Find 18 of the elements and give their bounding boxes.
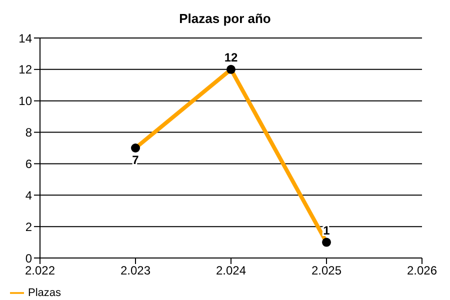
data-label: 7 [132, 153, 140, 167]
legend-label: Plazas [28, 286, 62, 299]
y-tick-label: 8 [25, 126, 32, 140]
y-tick-label: 12 [18, 62, 32, 77]
y-tick-label: 0 [25, 251, 32, 266]
y-tick-label: 10 [18, 94, 32, 108]
y-tick-label: 2 [25, 220, 32, 234]
x-tick-label: 2.023 [120, 264, 151, 278]
x-tick-label: 2.025 [311, 264, 342, 278]
y-tick-label: 14 [18, 31, 32, 46]
y-tick-label: 4 [25, 188, 32, 202]
data-label: 12 [224, 50, 238, 64]
x-tick-label: 2.026 [406, 264, 438, 278]
chart-title: Plazas por año [179, 11, 271, 26]
y-tick-label: 6 [25, 156, 32, 171]
data-label: 1 [323, 223, 330, 238]
x-tick-label: 2.024 [216, 264, 246, 278]
x-tick-label: 2.022 [24, 264, 56, 278]
